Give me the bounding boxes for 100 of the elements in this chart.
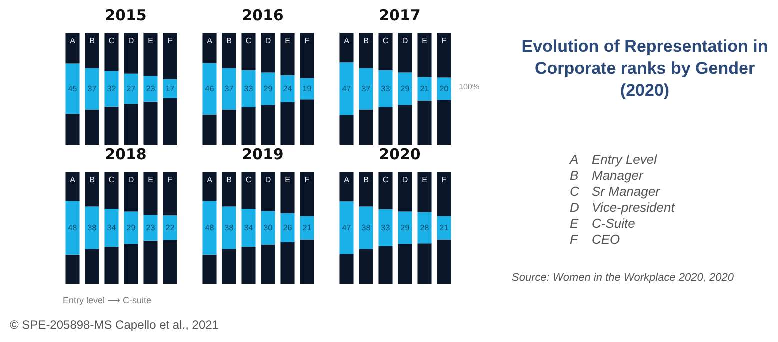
data-label: 38 xyxy=(224,224,234,232)
bar xyxy=(144,76,158,102)
bar xyxy=(85,68,100,110)
data-label: 33 xyxy=(381,84,391,94)
bar xyxy=(104,172,119,209)
data-label: 34 xyxy=(107,224,117,232)
x-tick-label: D xyxy=(265,36,272,46)
data-label: 24 xyxy=(283,84,293,94)
bar xyxy=(359,110,374,145)
bar xyxy=(202,201,217,255)
bar xyxy=(340,254,354,284)
x-tick-label: D xyxy=(128,36,134,46)
bar xyxy=(124,212,138,244)
bar xyxy=(104,247,119,284)
data-label: 37 xyxy=(362,84,372,94)
text: B Manager xyxy=(570,168,644,183)
bar xyxy=(280,242,295,284)
bar xyxy=(300,172,314,216)
bar xyxy=(202,33,217,64)
x-tick-label: F xyxy=(168,36,173,46)
data-label: 38 xyxy=(362,224,372,232)
bar xyxy=(202,63,217,115)
x-tick-label: E xyxy=(148,36,154,46)
bar xyxy=(359,68,374,110)
x-tick-label: A xyxy=(344,176,350,184)
x-tick-label: F xyxy=(442,36,447,46)
text: 100% xyxy=(459,82,480,92)
data-label: 27 xyxy=(126,84,136,94)
x-tick-label: A xyxy=(207,36,214,46)
chart-title: 2016 xyxy=(242,6,284,24)
bar xyxy=(378,33,393,71)
bar xyxy=(242,33,256,71)
data-label: 34 xyxy=(244,224,254,232)
data-label: 37 xyxy=(88,84,98,94)
bar xyxy=(378,246,393,284)
text: A Entry Level xyxy=(570,152,658,167)
bar xyxy=(104,71,119,107)
x-tick-label: C xyxy=(246,36,252,46)
bar xyxy=(242,247,256,284)
bar xyxy=(378,70,393,108)
x-tick-label: E xyxy=(285,36,290,46)
x-tick-label: B xyxy=(226,36,232,46)
chart-title: 2017 xyxy=(379,6,421,24)
x-tick-label: F xyxy=(168,176,173,184)
bar xyxy=(163,172,178,216)
bar xyxy=(378,172,393,210)
bar xyxy=(85,33,100,68)
x-tick-label: E xyxy=(148,176,154,184)
data-label: 21 xyxy=(420,84,430,94)
bar xyxy=(261,105,276,145)
bar xyxy=(66,201,80,255)
x-tick-label: B xyxy=(226,176,232,184)
bar xyxy=(242,107,256,145)
data-label: 29 xyxy=(264,84,274,94)
bar xyxy=(418,244,432,284)
bar xyxy=(418,77,432,101)
x-tick-label: E xyxy=(422,36,428,46)
bar xyxy=(144,33,158,76)
x-tick-label: C xyxy=(246,176,252,184)
bar xyxy=(261,211,276,245)
bar xyxy=(144,215,158,241)
bar xyxy=(340,172,354,202)
bar xyxy=(222,206,236,250)
bar xyxy=(124,104,138,145)
data-label: 21 xyxy=(302,224,312,232)
data-label: 48 xyxy=(68,224,78,232)
bar xyxy=(340,115,354,145)
bar xyxy=(104,33,119,72)
bar xyxy=(242,70,256,108)
bar xyxy=(261,72,276,106)
x-tick-label: F xyxy=(442,176,447,184)
bar xyxy=(85,110,100,145)
bar xyxy=(124,244,138,284)
bar xyxy=(398,172,412,212)
x-tick-label: B xyxy=(364,36,369,46)
bar xyxy=(124,33,138,74)
data-label: 29 xyxy=(400,84,410,94)
bar xyxy=(144,102,158,145)
bar xyxy=(300,240,314,284)
bar xyxy=(163,33,178,80)
bar xyxy=(124,74,138,104)
bar xyxy=(222,110,236,145)
bar xyxy=(340,62,354,116)
bar xyxy=(437,78,452,100)
bar xyxy=(104,106,119,145)
data-label: 47 xyxy=(342,84,352,94)
x-tick-label: C xyxy=(108,36,115,46)
bar xyxy=(261,33,276,73)
x-tick-label: A xyxy=(207,176,214,184)
data-label: 23 xyxy=(146,84,156,94)
data-label: 26 xyxy=(283,224,293,232)
x-tick-label: C xyxy=(108,176,115,184)
data-label: 21 xyxy=(440,224,450,232)
chart-title: 2020 xyxy=(379,146,421,164)
data-label: 47 xyxy=(342,224,352,232)
text: Evolution of Representation in Corporate ranks by Gender (2020) xyxy=(520,36,770,102)
text: E C-Suite xyxy=(570,216,636,231)
chart-title: 2019 xyxy=(242,146,284,164)
text: F CEO xyxy=(570,232,620,247)
bar xyxy=(124,172,138,212)
